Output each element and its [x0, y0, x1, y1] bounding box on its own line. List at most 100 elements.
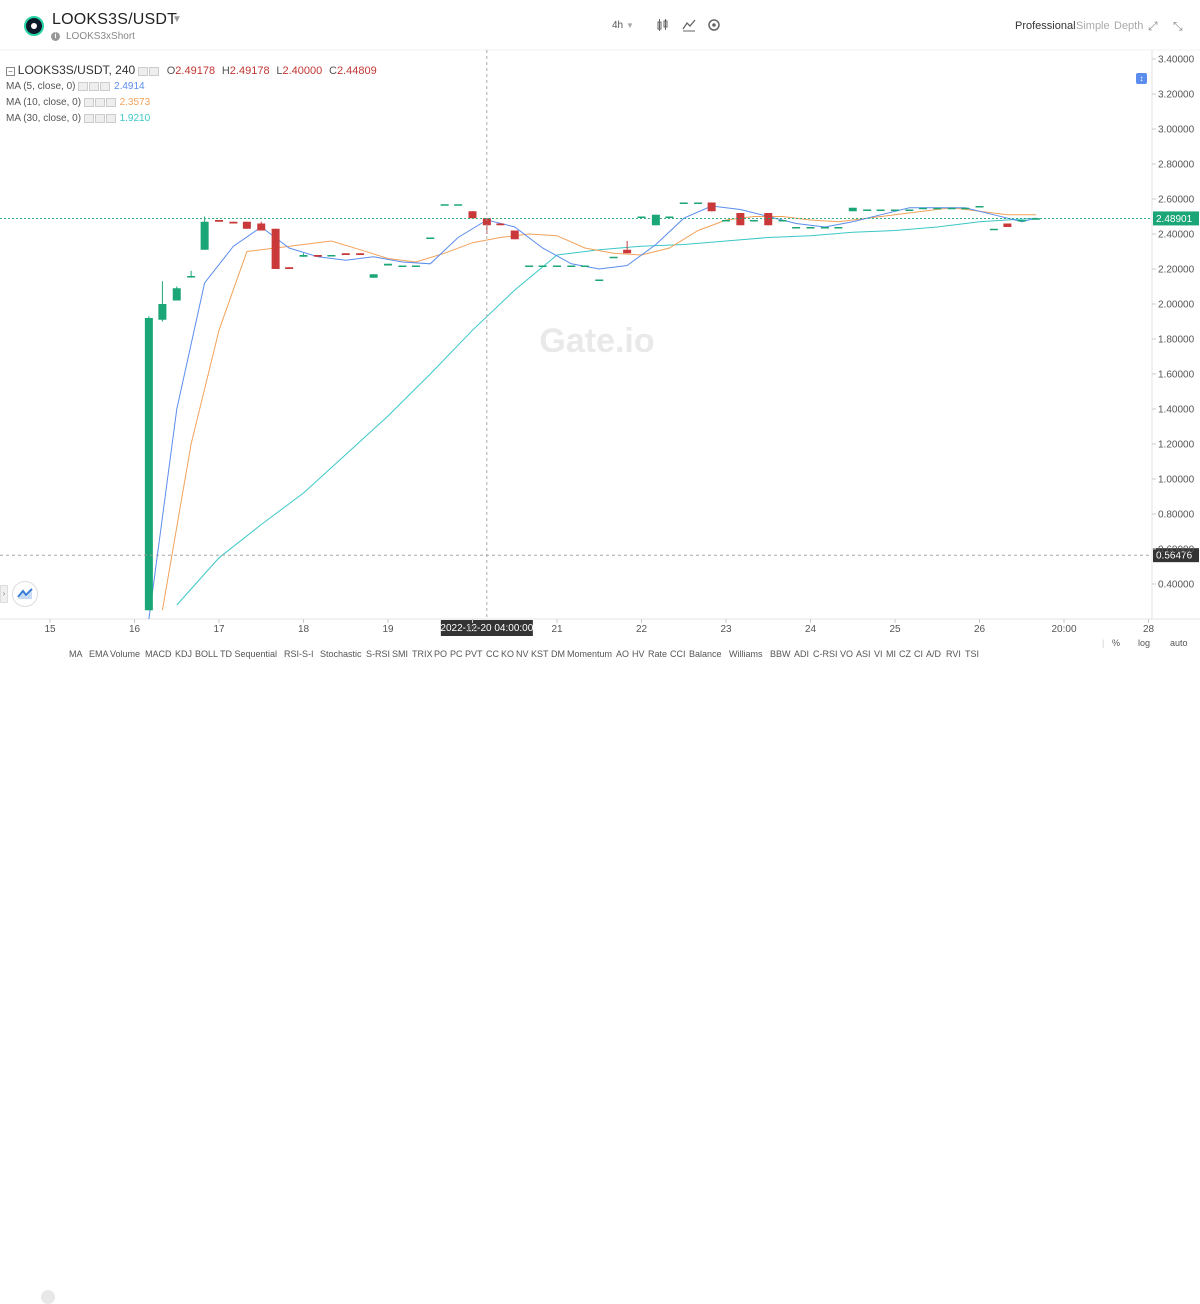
- candle: [637, 216, 646, 218]
- info-icon[interactable]: ↕: [1136, 73, 1147, 84]
- chevron-down-icon[interactable]: ▼: [172, 14, 182, 25]
- collapse-sidebar-icon[interactable]: ›: [0, 585, 8, 603]
- indicator-volume[interactable]: Volume: [110, 649, 141, 659]
- candle-body: [947, 207, 956, 210]
- indicators-icon[interactable]: [682, 18, 696, 32]
- candle: [792, 227, 801, 229]
- indicator-vi[interactable]: VI: [874, 649, 883, 659]
- indicator-a-d[interactable]: A/D: [926, 649, 942, 659]
- chart-overlay: 2.48901 0.56476 2022-12-20 04:00:00: [0, 50, 1199, 636]
- log-scale-button[interactable]: log: [1138, 638, 1151, 648]
- eye-icon[interactable]: [137, 66, 148, 76]
- settings-gear-icon[interactable]: [707, 18, 721, 32]
- indicator-hv[interactable]: HV: [632, 649, 645, 659]
- indicator-c-rsi[interactable]: C-RSI: [813, 649, 838, 659]
- pair-title[interactable]: LOOKS3S/USDT: [52, 11, 178, 28]
- ma30-legend: MA (30, close, 0) 1.9210: [6, 113, 150, 124]
- indicator-s-rsi[interactable]: S-RSI: [366, 649, 391, 659]
- indicator-dm[interactable]: DM: [551, 649, 565, 659]
- indicator-adi[interactable]: ADI: [794, 649, 810, 659]
- indicator-cz[interactable]: CZ: [899, 649, 911, 659]
- indicator-rsi-s-i[interactable]: RSI-S-I: [284, 649, 314, 659]
- eye-icon[interactable]: [83, 97, 94, 107]
- fullscreen-icon[interactable]: ⤢: [1148, 19, 1158, 33]
- candle: [609, 256, 618, 259]
- indicator-nv[interactable]: NV: [516, 649, 529, 659]
- candle: [1017, 220, 1026, 222]
- candle: [665, 216, 674, 218]
- indicator-bbw[interactable]: BBW: [770, 649, 791, 659]
- settings-icon[interactable]: [94, 113, 105, 123]
- indicator-ci[interactable]: CI: [914, 649, 923, 659]
- indicator-smi[interactable]: SMI: [392, 649, 409, 659]
- indicator-boll[interactable]: BOLL: [195, 649, 219, 659]
- indicator-stochastic[interactable]: Stochastic: [320, 649, 362, 659]
- interval-selector[interactable]: 4h: [612, 20, 624, 31]
- eye-icon[interactable]: [78, 81, 89, 91]
- settings-icon[interactable]: [148, 66, 159, 76]
- indicator-momentum[interactable]: Momentum: [567, 649, 613, 659]
- settings-icon[interactable]: [89, 81, 100, 91]
- collapse-legend-icon[interactable]: −: [6, 66, 15, 76]
- indicator-cc[interactable]: CC: [486, 649, 499, 659]
- indicator-ko[interactable]: KO: [501, 649, 515, 659]
- candle-body: [609, 256, 618, 259]
- candlestick-type-icon[interactable]: [656, 18, 670, 32]
- indicator-pvt[interactable]: PVT: [465, 649, 483, 659]
- indicator-macd[interactable]: MACD: [145, 649, 172, 659]
- indicator-td-sequential[interactable]: TD Sequential: [220, 649, 278, 659]
- candle: [863, 209, 872, 211]
- close-icon[interactable]: [105, 97, 116, 107]
- candle-body: [820, 227, 829, 229]
- indicator-ema[interactable]: EMA: [89, 649, 109, 659]
- close-icon[interactable]: [100, 81, 111, 91]
- close-icon[interactable]: [105, 113, 116, 123]
- view-simple[interactable]: Simple: [1076, 20, 1110, 32]
- auto-scale-button[interactable]: auto: [1170, 638, 1188, 648]
- indicator-pc[interactable]: PC: [450, 649, 463, 659]
- view-depth[interactable]: Depth: [1114, 20, 1144, 32]
- indicator-vo[interactable]: VO: [840, 649, 854, 659]
- candle: [736, 213, 745, 226]
- indicator-cci[interactable]: CCI: [670, 649, 686, 659]
- settings-icon[interactable]: [94, 97, 105, 107]
- indicator-trix[interactable]: TRIX: [412, 649, 433, 659]
- indicator-rvi[interactable]: RVI: [946, 649, 961, 659]
- indicator-settings-icon[interactable]: [41, 1290, 55, 1304]
- candle-body: [580, 265, 589, 267]
- indicator-ao[interactable]: AO: [616, 649, 630, 659]
- indicator-po[interactable]: PO: [434, 649, 448, 659]
- candle: [187, 270, 196, 278]
- indicator-rate[interactable]: Rate: [648, 649, 668, 659]
- indicator-kdj[interactable]: KDJ: [175, 649, 193, 659]
- indicator-balance[interactable]: Balance: [689, 649, 722, 659]
- candle-body: [454, 204, 463, 206]
- candle: [567, 265, 576, 267]
- candle: [398, 265, 407, 267]
- eye-icon[interactable]: [83, 113, 94, 123]
- candle-body: [482, 218, 491, 226]
- candle: [242, 221, 251, 229]
- candle: [327, 255, 336, 257]
- indicator-mi[interactable]: MI: [886, 649, 896, 659]
- candle-body: [1032, 218, 1041, 220]
- price-chart[interactable]: Gate.io 2.48901 0.56476 2022-12-20 04:00:0…: [0, 0, 1200, 675]
- candle-body: [510, 230, 519, 240]
- indicator-tsi[interactable]: TSI: [965, 649, 980, 659]
- y-tick-label: 3.00000: [1158, 125, 1195, 136]
- candle-body: [961, 207, 970, 210]
- indicator-asi[interactable]: ASI: [856, 649, 871, 659]
- candle-body: [356, 253, 365, 255]
- candle: [679, 202, 688, 204]
- candle: [454, 204, 463, 206]
- candle-body: [440, 204, 449, 206]
- indicator-kst[interactable]: KST: [531, 649, 549, 659]
- view-professional[interactable]: Professional: [1015, 20, 1076, 32]
- drawing-tools-icon[interactable]: [12, 581, 38, 607]
- collapse-icon[interactable]: ⤡: [1173, 19, 1183, 33]
- chevron-down-icon[interactable]: ▼: [626, 21, 634, 30]
- candle-body: [369, 274, 378, 278]
- indicator-williams[interactable]: Williams: [729, 649, 763, 659]
- indicator-ma[interactable]: MA: [69, 649, 83, 659]
- percent-scale-button[interactable]: %: [1112, 638, 1121, 648]
